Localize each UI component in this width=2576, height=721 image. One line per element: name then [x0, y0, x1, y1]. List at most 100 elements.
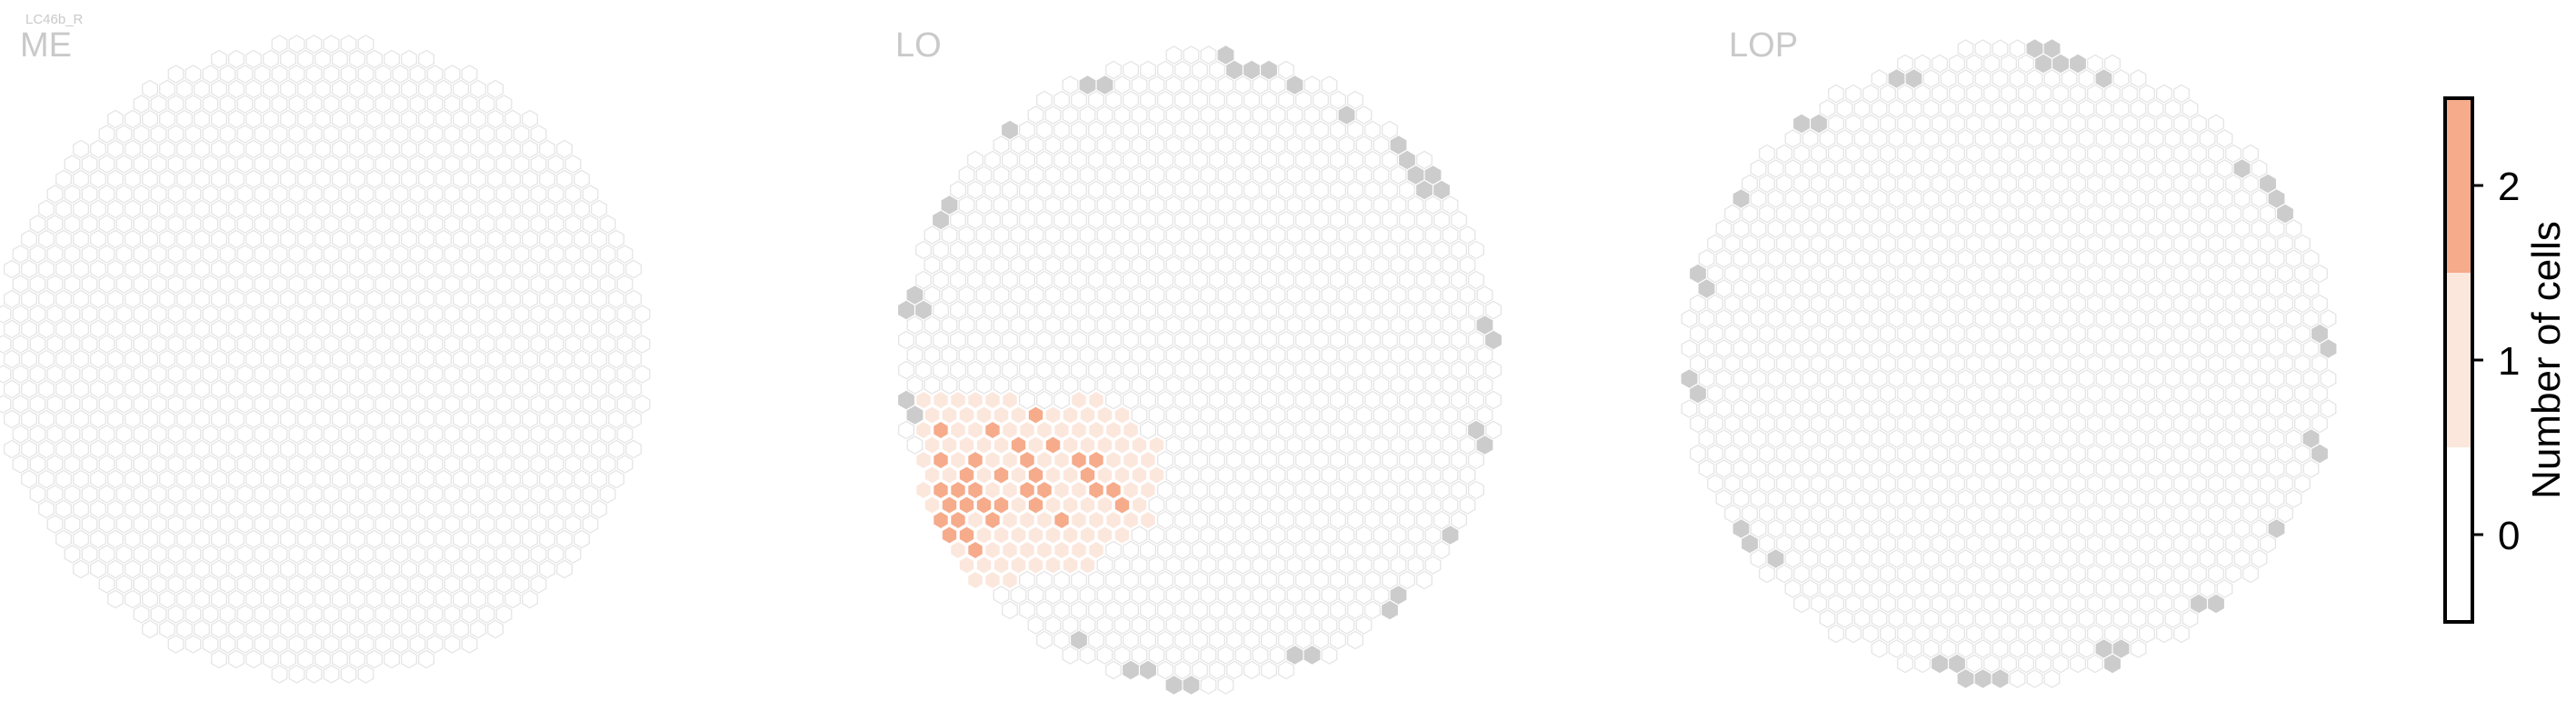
hex-cell [176, 259, 193, 279]
hex-cell [2268, 369, 2285, 388]
hex-cell [1407, 315, 1424, 335]
hex-cell [2061, 639, 2078, 658]
hex-cell [366, 619, 383, 639]
hex-cell [297, 319, 314, 339]
hex-cell [1983, 144, 2000, 164]
hex-cell [1992, 459, 2009, 478]
hex-cell [2009, 129, 2026, 148]
hex-cell [125, 259, 141, 279]
hex-cell [150, 395, 167, 414]
hex-cell [271, 335, 288, 354]
hex-cell [591, 199, 607, 219]
hex-cell [1836, 159, 1853, 178]
hex-cell [1278, 120, 1294, 140]
hex-cell [1828, 294, 1844, 314]
hex-cell [142, 409, 158, 429]
hex-cell [1836, 99, 1853, 118]
hex-cell [599, 275, 616, 294]
hex-cell [150, 455, 167, 474]
hex-cell [1140, 120, 1156, 140]
hex-cell [1373, 135, 1390, 155]
hex-cell [1131, 225, 1148, 245]
hex-cell [1476, 406, 1493, 425]
hex-cell [1992, 159, 2009, 178]
hex-cell [1940, 369, 1957, 388]
hex-cell [1209, 330, 1225, 350]
hex-cell [1382, 480, 1398, 500]
hex-cell [315, 169, 331, 189]
hex-cell [1002, 300, 1018, 320]
hex-cell [332, 409, 348, 429]
hex-cell [1966, 54, 1982, 74]
hex-cell [297, 379, 314, 399]
hex-cell [495, 125, 513, 144]
hex-cell [349, 169, 365, 189]
hex-cell [1123, 480, 1139, 500]
hex-cell [288, 395, 305, 414]
hex-cell [185, 365, 202, 384]
hex-cell [194, 559, 210, 579]
hex-cell [2112, 159, 2130, 178]
hex-cell [1750, 489, 1767, 508]
hex-cell [176, 439, 193, 459]
hex-cell [1399, 300, 1415, 320]
hex-cell [906, 436, 924, 455]
hex-cell [547, 515, 564, 534]
hex-cell [1174, 450, 1191, 470]
hex-cell [993, 376, 1010, 395]
hex-cell [271, 125, 288, 144]
hex-cell [228, 259, 245, 279]
hex-cell [1949, 414, 1965, 434]
hex-cell [1355, 496, 1373, 515]
hex-cell [2130, 429, 2147, 448]
hex-cell [1690, 294, 1706, 314]
hex-cell [1252, 616, 1269, 635]
hex-cell [2208, 174, 2224, 194]
hex-cell [1364, 210, 1381, 230]
hex-cell [315, 139, 331, 159]
hex-cell [2095, 639, 2112, 658]
hex-cell [1399, 240, 1415, 260]
hex-cell [1845, 264, 1862, 284]
hex-cell [958, 345, 975, 365]
hex-cell [142, 349, 158, 369]
hex-cell [487, 499, 504, 519]
hex-cell [185, 515, 202, 534]
hex-cell [1252, 195, 1269, 215]
hex-cell [4, 439, 20, 459]
hex-cell [1853, 399, 1871, 418]
hex-cell [2035, 594, 2052, 614]
hex-cell [530, 575, 547, 594]
hex-cell [2277, 204, 2293, 224]
hex-cell [340, 155, 357, 174]
hex-cell [1940, 159, 1957, 178]
hex-cell [288, 665, 305, 684]
hex-cell [236, 575, 254, 594]
hex-cell [1027, 436, 1044, 455]
hex-cell [211, 619, 227, 639]
hex-cell [46, 485, 64, 504]
hex-cell [967, 510, 983, 530]
hex-cell [1992, 399, 2009, 418]
hex-cell [2078, 609, 2095, 628]
hex-cell [1079, 616, 1096, 635]
hex-cell [263, 379, 279, 399]
hex-cell [305, 665, 323, 684]
hex-cell [2277, 354, 2293, 374]
hex-cell [1742, 174, 1758, 194]
hex-cell [1123, 570, 1139, 590]
hex-cell [1209, 360, 1225, 380]
hex-cell [315, 409, 331, 429]
hex-cell [2026, 159, 2043, 178]
hex-cell [1949, 174, 1965, 194]
hex-cell [211, 349, 227, 369]
hex-cell [1140, 570, 1156, 590]
hex-cell [1992, 549, 2009, 568]
hex-cell [2191, 384, 2207, 404]
hex-cell [1027, 586, 1044, 605]
hex-cell [1330, 450, 1346, 470]
hex-cell [1966, 114, 1982, 134]
hex-cell [1217, 225, 1234, 245]
hex-cell [107, 319, 124, 339]
hex-cell [2251, 159, 2268, 178]
